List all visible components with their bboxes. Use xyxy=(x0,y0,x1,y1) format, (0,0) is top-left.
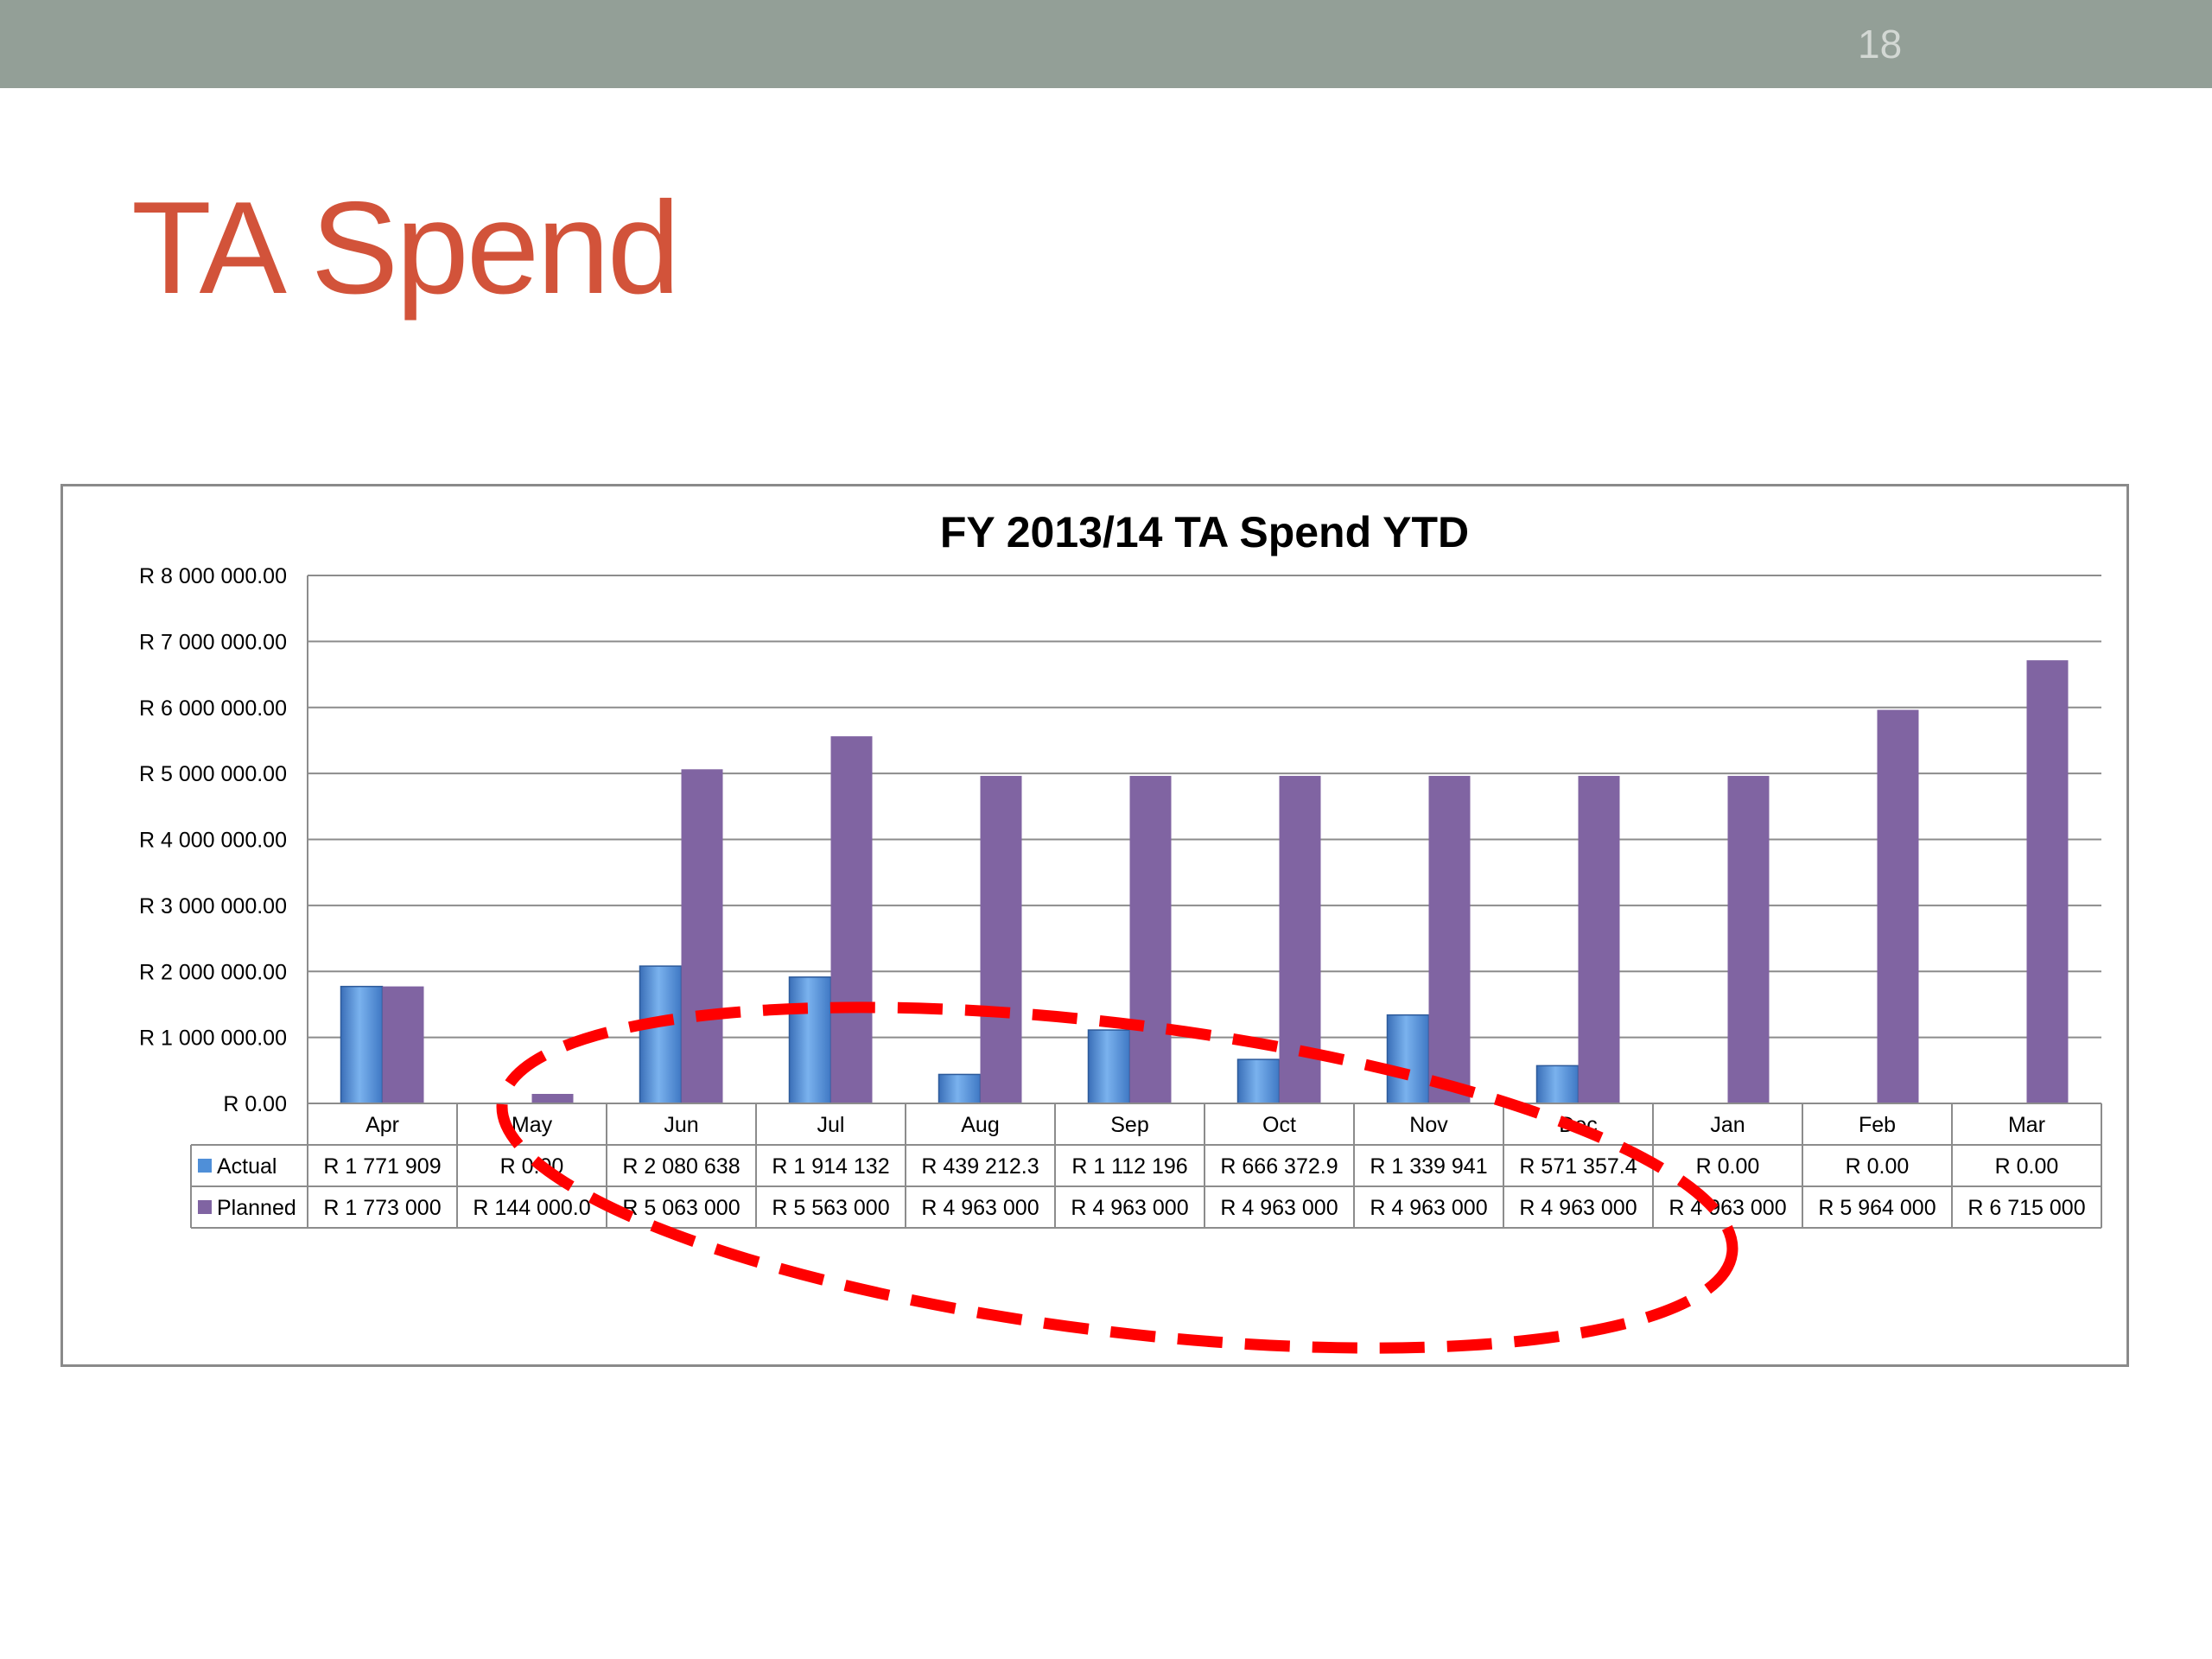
y-tick-label: R 8 000 000.00 xyxy=(139,564,287,588)
data-table-cell: R 439 212.3 xyxy=(921,1154,1039,1179)
bar-actual-oct xyxy=(1236,1058,1281,1104)
x-tick-label: Feb xyxy=(1859,1113,1896,1137)
x-tick-label: May xyxy=(512,1113,553,1137)
x-tick-label: Aug xyxy=(961,1113,999,1137)
data-table-cell: R 5 063 000 xyxy=(622,1196,740,1220)
data-table-cell: R 144 000.0 xyxy=(473,1196,590,1220)
data-table-cell: R 2 080 638 xyxy=(622,1154,740,1179)
bar-planned-nov xyxy=(1428,775,1471,1103)
y-tick-label: R 0.00 xyxy=(223,1092,287,1116)
data-table-cell: R 4 963 000 xyxy=(1220,1196,1338,1220)
data-table-cell: R 1 112 196 xyxy=(1071,1154,1187,1179)
bar-actual-jun xyxy=(639,965,683,1104)
slide-header-bar: 18 xyxy=(0,0,2212,88)
data-table-cell: R 0.00 xyxy=(1846,1154,1910,1179)
bar-actual-dec xyxy=(1535,1065,1580,1104)
data-table-cell: R 5 964 000 xyxy=(1818,1196,1936,1220)
bar-planned-aug xyxy=(980,775,1022,1103)
bar-planned-jun xyxy=(681,769,723,1103)
legend-label-planned: Planned xyxy=(217,1196,296,1220)
x-tick-label: Nov xyxy=(1409,1113,1448,1137)
data-table-cell: R 4 963 000 xyxy=(1071,1196,1188,1220)
y-tick-label: R 3 000 000.00 xyxy=(139,894,287,918)
data-table-cell: R 4 963 000 xyxy=(921,1196,1039,1220)
data-table-cell: R 0.00 xyxy=(1696,1154,1760,1179)
bar-planned-apr xyxy=(382,986,424,1103)
chart-title: FY 2013/14 TA Spend YTD xyxy=(940,508,1469,556)
chart-frame: FY 2013/14 TA Spend YTD R 0.00 R 1 000 000… xyxy=(60,484,2129,1367)
bar-planned-may xyxy=(531,1094,574,1103)
bar-chart: FY 2013/14 TA Spend YTD R 0.00 R 1 000 000… xyxy=(139,508,2102,1354)
x-tick-label: Sep xyxy=(1110,1113,1148,1137)
legend-key-planned xyxy=(198,1200,212,1214)
y-tick-label: R 2 000 000.00 xyxy=(139,960,287,984)
bar-planned-mar xyxy=(2026,660,2069,1103)
legend-label-actual: Actual xyxy=(217,1154,276,1179)
data-table-cell: R 5 563 000 xyxy=(772,1196,889,1220)
data-table-cell: R 6 715 000 xyxy=(1967,1196,2085,1220)
data-table-cell: R 0.00 xyxy=(1995,1154,2059,1179)
bar-planned-feb xyxy=(1877,709,1919,1103)
data-table-cell: R 1 771 909 xyxy=(323,1154,441,1179)
data-table-cell: R 4 963 000 xyxy=(1370,1196,1487,1220)
y-tick-label: R 6 000 000.00 xyxy=(139,696,287,721)
bar-planned-dec xyxy=(1578,775,1620,1103)
bar-actual-sep xyxy=(1087,1029,1131,1104)
x-tick-label: Oct xyxy=(1262,1113,1296,1137)
bar-planned-jan xyxy=(1727,775,1770,1103)
bar-planned-sep xyxy=(1129,775,1172,1103)
y-tick-label: R 1 000 000.00 xyxy=(139,1027,287,1051)
data-table-cell: R 1 914 132 xyxy=(772,1154,889,1179)
y-tick-label: R 7 000 000.00 xyxy=(139,630,287,654)
bar-actual-aug xyxy=(938,1073,982,1104)
legend-key-actual xyxy=(198,1159,212,1173)
data-table-cell: R 4 963 000 xyxy=(1669,1196,1786,1220)
bar-actual-jul xyxy=(788,976,832,1104)
data-table-cell: R 1 339 941 xyxy=(1370,1154,1487,1179)
data-table-cell: R 4 963 000 xyxy=(1519,1196,1637,1220)
bar-planned-jul xyxy=(830,736,873,1103)
highlight-ellipse xyxy=(496,1001,1738,1354)
x-tick-label: Apr xyxy=(365,1113,399,1137)
slide-title: TA Spend xyxy=(131,175,680,321)
x-tick-label: Jul xyxy=(817,1113,845,1137)
y-tick-label: R 5 000 000.00 xyxy=(139,762,287,786)
data-table-cell: R 666 372.9 xyxy=(1220,1154,1338,1179)
x-tick-label: Jun xyxy=(664,1113,698,1137)
data-table-cell: R 571 357.4 xyxy=(1519,1154,1637,1179)
y-tick-label: R 4 000 000.00 xyxy=(139,829,287,853)
x-tick-label: Mar xyxy=(2008,1113,2045,1137)
bar-actual-apr xyxy=(340,985,384,1104)
bar-actual-nov xyxy=(1386,1014,1430,1104)
data-table-cell: R 1 773 000 xyxy=(323,1196,441,1220)
slide-number: 18 xyxy=(1858,22,1903,67)
x-tick-label: Jan xyxy=(1710,1113,1745,1137)
